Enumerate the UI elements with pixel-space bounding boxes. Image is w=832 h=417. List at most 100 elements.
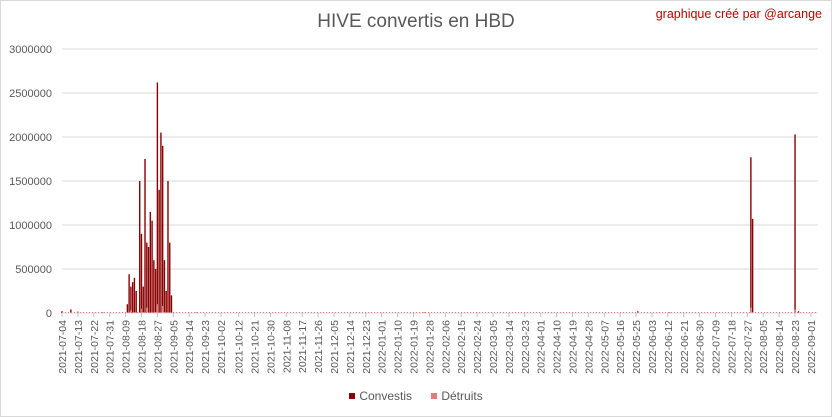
bar-convestis [128, 274, 130, 313]
legend-item-detruits: Détruits [431, 389, 483, 403]
bar-convestis [139, 181, 141, 313]
bar-detruits [140, 308, 143, 313]
x-tick-label: 2021-12-23 [361, 320, 373, 374]
x-tick-label: 2022-02-24 [472, 320, 484, 374]
bar-convestis [794, 134, 796, 313]
x-tick-label: 2022-09-01 [806, 320, 818, 374]
bar-convestis [144, 159, 146, 313]
x-tick-label: 2022-03-23 [520, 320, 532, 374]
x-tick-label: 2022-04-19 [567, 320, 579, 374]
x-axis [62, 312, 818, 314]
x-tick-label: 2021-07-22 [89, 320, 101, 374]
x-tick-label: 2021-09-05 [168, 320, 180, 374]
x-tick-label: 2021-10-30 [265, 320, 277, 374]
y-axis-ticks: 0 500000 1000000 1500000 2000000 2500000 30000… [9, 44, 52, 320]
bar-convestis [160, 132, 162, 313]
bar-convestis [637, 311, 639, 313]
bar-convestis [169, 242, 171, 313]
bar-convestis [126, 304, 129, 313]
y-tick-label: 1500000 [9, 176, 52, 188]
legend-swatch-convestis [349, 392, 356, 399]
bar-convestis [153, 260, 155, 313]
x-tick-label: 2022-02-06 [440, 320, 452, 374]
x-tick-label: 2021-09-23 [200, 320, 212, 374]
x-tick-label: 2022-07-18 [726, 320, 738, 374]
bar-convestis [70, 309, 72, 313]
bar-convestis [142, 286, 144, 313]
x-tick-label: 2022-04-01 [536, 320, 548, 374]
bar-convestis [154, 269, 157, 313]
bar-convestis [158, 189, 160, 313]
x-tick-label: 2021-11-08 [281, 320, 293, 373]
x-tick-label: 2021-10-21 [250, 320, 262, 374]
x-tick-label: 2022-05-07 [599, 320, 611, 374]
bar-convestis [165, 291, 167, 313]
x-tick-label: 2022-03-05 [488, 320, 500, 374]
x-tick-label: 2022-06-30 [695, 320, 707, 374]
bar-convestis [170, 295, 173, 313]
x-tick-label: 2021-09-14 [184, 320, 196, 374]
bar-convestis [130, 286, 132, 313]
x-tick-label: 2022-04-10 [552, 320, 564, 374]
bar-convestis [751, 218, 754, 313]
chart-legend: Convestis Détruits [0, 389, 832, 403]
bar-detruits [794, 309, 796, 313]
x-tick-label: 2021-12-05 [329, 320, 341, 374]
x-tick-label: 2022-06-12 [663, 320, 675, 374]
y-tick-label: 1000000 [9, 220, 52, 232]
bars [61, 82, 800, 313]
x-tick-label: 2021-12-14 [345, 320, 357, 374]
x-tick-label: 2022-04-28 [583, 320, 595, 374]
bar-detruits [161, 305, 164, 313]
bar-detruits [156, 304, 159, 313]
bar-convestis [149, 211, 152, 313]
y-tick-label: 3000000 [9, 44, 52, 56]
x-tick-label: 2021-07-31 [105, 320, 117, 374]
bar-convestis [147, 247, 150, 313]
x-tick-label: 2021-08-09 [121, 320, 133, 374]
x-tick-label: 2022-06-03 [647, 320, 659, 374]
bar-detruits [750, 307, 752, 313]
legend-label-convestis: Convestis [359, 389, 412, 403]
x-tick-label: 2022-03-14 [504, 320, 516, 374]
x-tick-label: 2022-08-14 [774, 320, 786, 374]
bar-convestis [167, 181, 169, 313]
x-tick-label: 2022-07-09 [711, 320, 723, 374]
bar-convestis [161, 145, 164, 313]
x-tick-label: 2021-11-26 [313, 320, 325, 373]
y-tick-label: 0 [46, 308, 52, 320]
x-tick-label: 2022-01-01 [377, 320, 389, 374]
x-tick-label: 2021-11-17 [297, 320, 309, 373]
x-tick-label: 2022-08-05 [758, 320, 770, 374]
x-tick-label: 2022-07-27 [742, 320, 754, 374]
bar-convestis [156, 82, 159, 313]
bar-convestis [133, 277, 136, 313]
x-axis-ticks: 2021-07-04 2021-07-13 2021-07-22 2021-07-31… [57, 313, 818, 374]
bar-convestis [140, 233, 143, 313]
x-tick-label: 2022-01-28 [424, 320, 436, 374]
x-tick-label: 2021-10-02 [216, 320, 228, 374]
bar-convestis [146, 242, 148, 313]
x-tick-label: 2021-08-18 [136, 320, 148, 374]
y-tick-label: 500000 [15, 264, 52, 276]
grid-layer [62, 48, 818, 270]
x-tick-label: 2021-08-27 [152, 320, 164, 374]
x-tick-label: 2021-07-04 [57, 320, 69, 374]
bar-convestis [131, 282, 134, 313]
bar-convestis [750, 157, 752, 313]
y-tick-label: 2500000 [9, 88, 52, 100]
bar-detruits [130, 310, 132, 313]
legend-swatch-detruits [431, 392, 438, 399]
x-tick-label: 2022-08-23 [790, 320, 802, 374]
bar-convestis [163, 260, 166, 313]
chart-title: HIVE convertis en HBD [317, 11, 515, 32]
x-tick-label: 2022-05-25 [631, 320, 643, 374]
bar-detruits [146, 307, 148, 313]
legend-item-convestis: Convestis [349, 389, 412, 403]
bar-convestis [135, 291, 137, 313]
x-tick-label: 2022-01-10 [393, 320, 405, 374]
chart-credit: graphique créé par @arcange [655, 7, 822, 21]
x-tick-label: 2022-06-21 [679, 320, 691, 374]
